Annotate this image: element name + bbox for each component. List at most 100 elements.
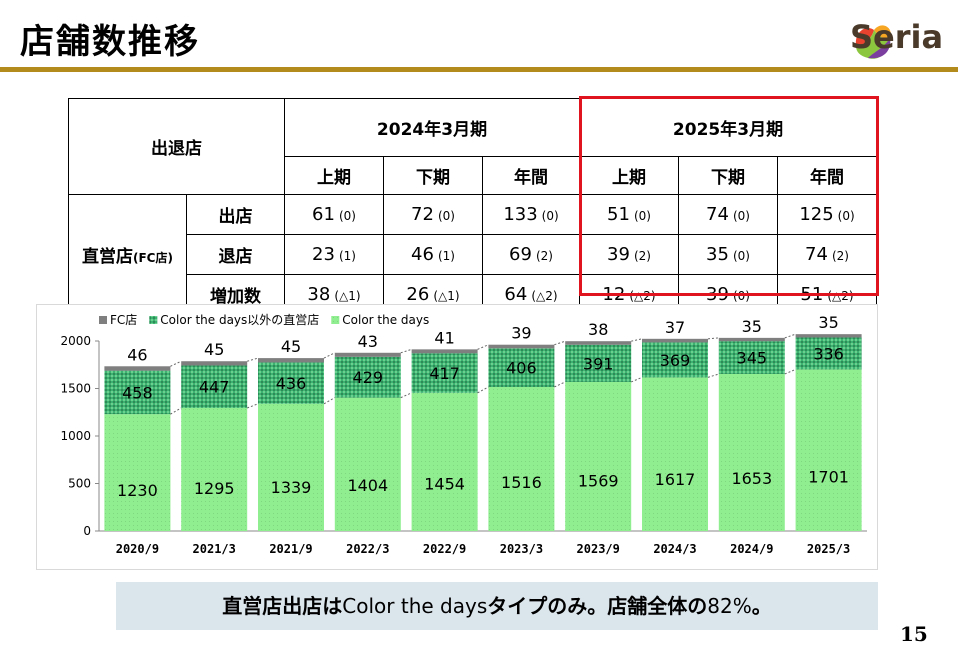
table-cell: 69 (2) [482, 234, 580, 275]
cell-fc: (0) [338, 209, 356, 223]
data-label: 345 [737, 349, 768, 368]
table-cell: 74 (2) [777, 234, 877, 275]
cell-fc: (△2) [629, 289, 656, 303]
y-tick-label: 500 [68, 477, 91, 491]
series-connector-line [170, 407, 182, 415]
bar-segment [642, 342, 708, 378]
store-count-chart-frame: 0 500 1000 1500 2000 1230 458 46 2020/9 1295 447 45… [36, 304, 878, 570]
sub-header: 下期 [383, 156, 483, 195]
bar-segment [488, 344, 555, 349]
data-label: 1516 [501, 473, 542, 492]
cell-fc: (0) [633, 209, 651, 223]
cell-value: 64 [504, 284, 528, 305]
series-connector-line [400, 348, 412, 354]
bar-segment [642, 377, 708, 531]
legend-swatch [99, 316, 107, 324]
bar-segment [181, 407, 248, 531]
cell-value: 72 [411, 204, 434, 225]
cell-value: 39 [706, 284, 729, 305]
y-tick-label: 0 [83, 524, 91, 538]
cell-fc: (2) [535, 249, 553, 263]
series-connector-line [247, 403, 259, 409]
data-label: 391 [583, 354, 614, 373]
bar-segment [258, 362, 324, 404]
series-connector-line [323, 397, 336, 405]
data-label: 1569 [578, 471, 619, 490]
store-openings-table: 出退店 2024年3月期 2025年3月期 上期 下期 年間 上期 下期 年間 … [68, 98, 877, 315]
series-connector-line [784, 333, 796, 339]
bar-segment [181, 361, 248, 366]
table-cell: 23 (1) [284, 234, 384, 275]
bar-segment [795, 369, 862, 531]
x-tick-label: 2021/9 [269, 542, 312, 556]
cell-fc: (0) [732, 209, 750, 223]
table-cell: 61 (0) [284, 194, 384, 235]
data-label: 1404 [347, 476, 388, 495]
series-connector-line [400, 392, 412, 399]
legend-entry: FC店 [110, 313, 137, 327]
data-label: 336 [813, 344, 844, 363]
table-cell: 35 (0) [678, 234, 778, 275]
cell-value: 26 [406, 284, 430, 305]
data-label: 417 [429, 364, 460, 383]
cell-fc: (0) [541, 209, 559, 223]
cell-fc: (1) [437, 249, 455, 263]
bar-segment [488, 386, 555, 531]
sub-header: 下期 [678, 156, 778, 195]
bar-segment [181, 365, 248, 408]
y-tick-label: 1500 [60, 382, 91, 396]
cell-fc: (1) [338, 249, 356, 263]
store-count-chart: 0 500 1000 1500 2000 1230 458 46 2020/9 1295 447 45… [60, 313, 867, 556]
cell-fc: (△2) [531, 289, 558, 303]
bar-segment [411, 349, 478, 354]
group-label-note: (FC店) [133, 251, 173, 265]
data-label: 37 [665, 318, 685, 337]
group-label: 直営店(FC店) [68, 194, 187, 315]
table-cell: 72 (0) [383, 194, 483, 235]
page-number: 15 [900, 622, 928, 646]
x-tick-label: 2023/3 [500, 542, 543, 556]
data-label: 39 [511, 324, 531, 343]
x-tick-label: 2021/3 [193, 542, 236, 556]
bar-segment [334, 356, 401, 398]
series-connector-line [707, 373, 719, 378]
cell-value: 38 [307, 284, 331, 305]
data-label: 1339 [271, 478, 312, 497]
cell-value: 61 [312, 204, 335, 225]
cell-value: 51 [607, 204, 630, 225]
x-tick-label: 2024/9 [730, 542, 773, 556]
bar-segment [334, 352, 401, 357]
bar-segment [488, 348, 555, 387]
series-connector-line [477, 344, 489, 350]
cell-value: 74 [706, 204, 729, 225]
bar-segment [795, 334, 862, 338]
seria-logo-icon [855, 25, 891, 59]
cell-fc: (2) [633, 249, 651, 263]
cell-fc: (△1) [334, 289, 361, 303]
series-connector-line [247, 357, 259, 362]
y-tick-label: 1000 [60, 429, 91, 443]
series-connector-line [554, 340, 566, 346]
table-cell: 51 (0) [579, 194, 679, 235]
series-connector-line [554, 381, 566, 388]
cell-fc: (0) [837, 209, 855, 223]
brand-name: Seria [850, 18, 944, 56]
series-connector-line [631, 376, 643, 383]
data-label: 1653 [731, 469, 772, 488]
x-tick-label: 2024/3 [653, 542, 696, 556]
table-cell: 39 (2) [579, 234, 679, 275]
data-label: 406 [506, 359, 537, 378]
data-label: 1295 [194, 479, 235, 498]
legend-swatch [149, 316, 158, 324]
data-label: 45 [204, 340, 224, 359]
bar-segment [258, 403, 324, 531]
data-label: 41 [434, 328, 454, 347]
data-label: 458 [122, 383, 153, 402]
x-tick-label: 2022/3 [346, 542, 389, 556]
bar-segment [104, 414, 171, 531]
table-cell: 133 (0) [482, 194, 580, 235]
table-cell: 74 (0) [678, 194, 778, 235]
data-label: 1617 [655, 470, 696, 489]
data-label: 429 [353, 368, 384, 387]
cell-value: 35 [706, 244, 729, 265]
